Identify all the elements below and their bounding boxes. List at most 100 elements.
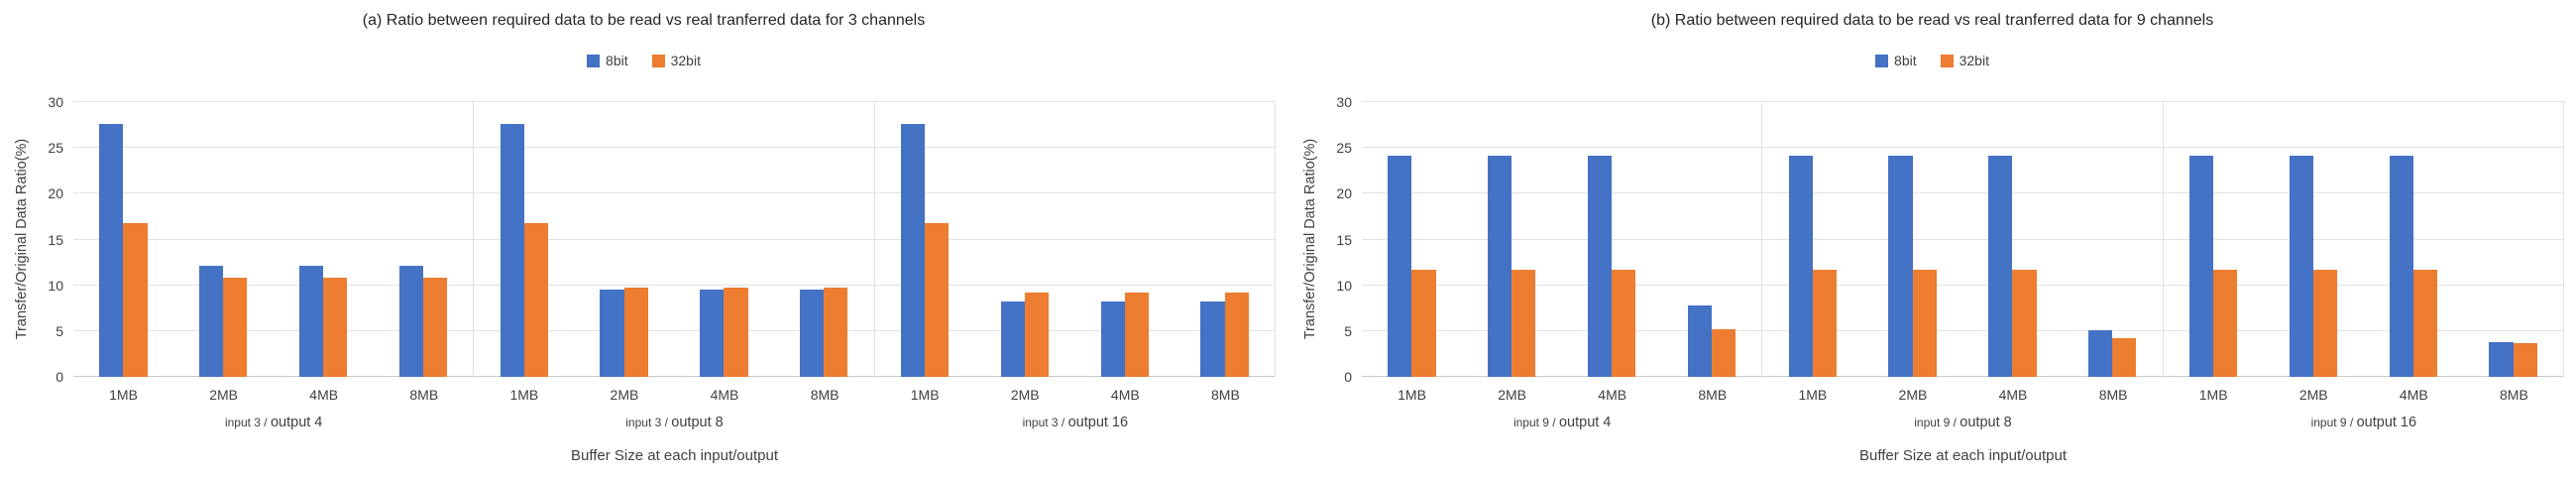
gridline-y15: [1362, 238, 2564, 240]
group-label-prefix: input 9 /: [1512, 416, 1559, 429]
bar-32bit-8MB: [422, 278, 448, 377]
category-label: 2MB: [2298, 387, 2328, 403]
gridline-y0: [1362, 376, 2564, 377]
bar-8bit-1MB: [900, 124, 926, 377]
group-label: input 3 / output 4: [73, 414, 474, 431]
y-tick-label-20: 20: [48, 185, 63, 202]
category-group: [2164, 102, 2564, 377]
category-cell-2MB: [1862, 102, 1962, 377]
bar-8bit-8MB: [1200, 301, 1225, 377]
category-group: [1762, 102, 2164, 377]
category-cell-4MB: [274, 102, 374, 377]
plot-area: 0 5 10 15 20 25 30: [48, 94, 1276, 385]
y-tick-label-5: 5: [56, 322, 63, 339]
category-cell-1MB: [1362, 102, 1462, 377]
gridline-y25: [1362, 147, 2564, 149]
bar-8bit-1MB: [500, 124, 524, 377]
category-label: 8MB: [2098, 387, 2128, 403]
bar-8bit-1MB: [2188, 155, 2214, 377]
y-tick-label-30: 30: [1336, 94, 1352, 110]
bar-32bit-1MB: [925, 222, 950, 377]
category-cell-8MB: [2463, 102, 2563, 377]
category-label: 8MB: [1211, 387, 1240, 403]
category-label: 1MB: [1798, 387, 1828, 403]
category-label: 2MB: [209, 387, 239, 403]
legend-item-32bit: 32bit: [1940, 53, 1989, 68]
category-label: 1MB: [509, 387, 539, 403]
category-label: 8MB: [2500, 387, 2528, 403]
category-cell-4MB: [1074, 102, 1175, 377]
gridline-y10: [73, 284, 1276, 286]
bar-8bit-4MB: [1100, 301, 1125, 377]
gridline-y5: [1362, 329, 2564, 331]
bar-32bit-1MB: [523, 222, 548, 377]
bar-32bit-4MB: [1612, 269, 1636, 377]
category-cell-8MB: [373, 102, 473, 377]
plot-area: 0 5 10 15 20 25 30: [1336, 94, 2564, 385]
category-cell-1MB: [73, 102, 173, 377]
y-tick-label-0: 0: [56, 369, 63, 385]
bar-32bit-4MB: [724, 287, 748, 377]
legend: 8bit 32bit: [1288, 53, 2576, 68]
gridline-y20: [73, 192, 1276, 194]
legend-item-8bit: 8bit: [1875, 53, 1917, 68]
category-label: 4MB: [1998, 387, 2028, 403]
category-cell-1MB: [2164, 102, 2264, 377]
category-cell-4MB: [1562, 102, 1662, 377]
category-cell-1MB: [875, 102, 975, 377]
y-tick-label-20: 20: [1336, 185, 1352, 202]
bar-8bit-1MB: [1788, 155, 1813, 377]
gridline-y20: [1362, 192, 2564, 194]
bar-8bit-4MB: [1587, 155, 1613, 377]
category-label: 4MB: [1110, 387, 1140, 403]
group-label-suffix: output 4: [270, 415, 323, 430]
bar-8bit-2MB: [199, 266, 224, 377]
category-cell-2MB: [2263, 102, 2363, 377]
bar-32bit-1MB: [123, 222, 148, 377]
bar-8bit-2MB: [1000, 301, 1025, 377]
gridline-y15: [73, 238, 1276, 240]
category-group: [73, 102, 475, 377]
bar-8bit-8MB: [398, 266, 423, 377]
gridline-y0: [73, 376, 1276, 377]
category-label: 4MB: [309, 387, 339, 403]
category-label: 4MB: [2399, 387, 2428, 403]
group-label-suffix: output 8: [671, 415, 724, 430]
category-label: 2MB: [1898, 387, 1928, 403]
y-tick-label-25: 25: [48, 140, 63, 157]
y-tick-label-5: 5: [1344, 322, 1352, 339]
group-label-suffix: output 16: [1067, 415, 1129, 430]
bar-32bit-2MB: [1512, 269, 1536, 377]
category-label: 8MB: [1698, 387, 1728, 403]
x-axis-title: Buffer Size at each input/output: [570, 447, 779, 464]
gridline-y30: [1362, 101, 2564, 102]
bar-32bit-2MB: [2312, 269, 2338, 377]
y-tick-label-10: 10: [1336, 277, 1352, 294]
group-label: input 3 / output 16: [875, 414, 1276, 431]
gridline-y5: [73, 329, 1276, 331]
category-group: [1362, 102, 1763, 377]
x-axis-title: Buffer Size at each input/output: [1858, 447, 2068, 464]
category-cell-2MB: [574, 102, 674, 377]
category-cell-1MB: [1762, 102, 1862, 377]
group-label: input 9 / output 8: [1762, 414, 2163, 431]
bar-8bit-4MB: [1988, 155, 2013, 377]
group-label-row: input 9 / output 4 input 9 / output 8 inpu…: [1362, 414, 2564, 431]
legend-swatch-32bit-icon: [651, 54, 665, 67]
group-label-prefix: input 3 /: [1022, 416, 1068, 429]
category-cell-2MB: [1462, 102, 1562, 377]
group-label: input 3 / output 8: [474, 414, 874, 431]
bar-8bit-1MB: [99, 124, 124, 377]
y-tick-label-15: 15: [1336, 231, 1352, 248]
bar-32bit-8MB: [2112, 338, 2137, 377]
category-label: 1MB: [910, 387, 940, 403]
bar-8bit-4MB: [298, 266, 324, 377]
bar-32bit-4MB: [2412, 269, 2437, 377]
y-tick-label-15: 15: [48, 231, 63, 248]
category-cell-4MB: [2363, 102, 2463, 377]
category-label: 4MB: [1598, 387, 1627, 403]
bar-32bit-1MB: [2213, 269, 2238, 377]
category-cell-8MB: [1661, 102, 1761, 377]
category-cell-8MB: [2063, 102, 2163, 377]
bar-8bit-2MB: [1888, 155, 1913, 377]
